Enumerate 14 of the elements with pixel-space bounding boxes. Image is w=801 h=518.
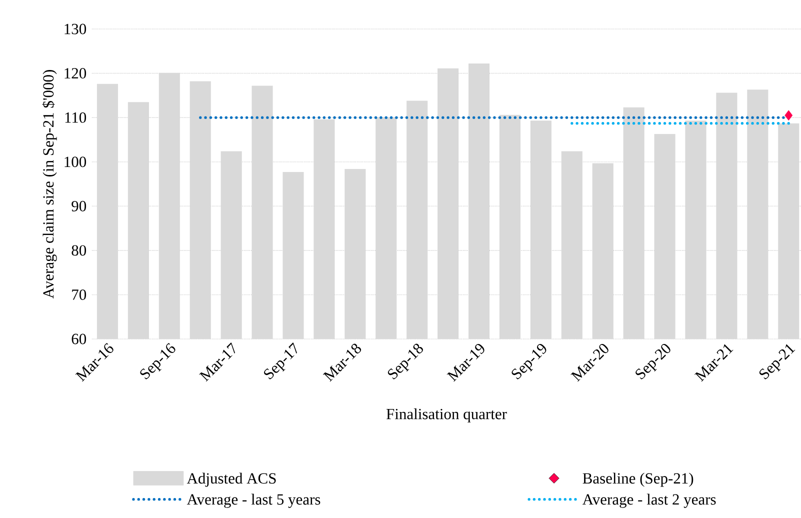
legend-label: Average - last 2 years: [582, 494, 716, 508]
y-tick-label: 100: [64, 156, 86, 168]
legend-label: Average - last 5 years: [186, 494, 320, 508]
legend-label: Baseline (Sep-21): [582, 472, 694, 487]
y-tick-label: 70: [72, 289, 86, 300]
y-tick-label: 60: [72, 334, 86, 344]
y-tick-label: 130: [64, 24, 86, 34]
y-axis-title: Average claim size (in Sep-21 $'000): [42, 70, 57, 299]
y-tick-label: 90: [72, 200, 86, 212]
y-tick-label: 110: [65, 112, 86, 123]
y-tick-label: 80: [72, 245, 86, 256]
legend-label: Adjusted ACS: [186, 472, 276, 487]
x-axis-title: Finalisation quarter: [386, 408, 507, 422]
y-tick-label: 120: [64, 68, 86, 79]
